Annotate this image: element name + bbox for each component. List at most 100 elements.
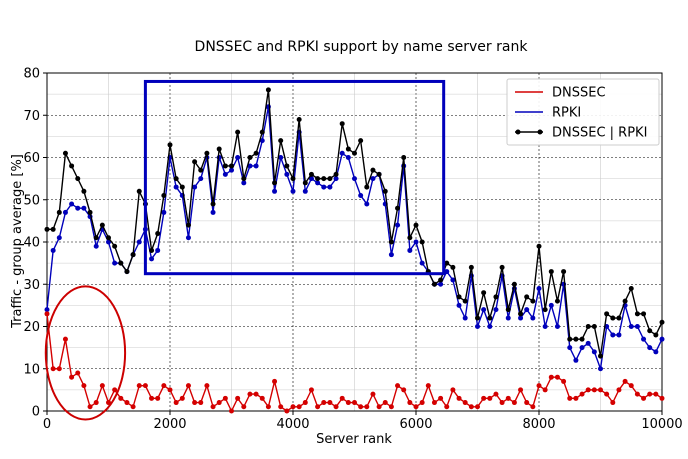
data-point — [530, 404, 536, 410]
data-point — [653, 332, 659, 338]
data-point — [530, 315, 536, 321]
data-point — [290, 404, 296, 410]
data-point — [647, 328, 653, 334]
data-point — [315, 404, 321, 410]
data-point — [56, 366, 62, 372]
data-point — [610, 315, 616, 321]
data-point — [628, 383, 634, 389]
data-point — [235, 129, 241, 135]
data-point — [235, 155, 241, 160]
data-point — [112, 387, 118, 393]
data-point — [542, 324, 548, 329]
data-point — [505, 307, 511, 313]
y-tick-label: 20 — [23, 320, 40, 335]
data-point — [278, 404, 284, 410]
data-point — [358, 138, 364, 144]
legend-box — [506, 78, 660, 146]
data-point — [554, 324, 560, 329]
data-point — [124, 400, 130, 406]
data-point — [136, 383, 142, 389]
legend-label: DNSSEC | RPKI — [552, 126, 647, 141]
data-point — [149, 247, 155, 253]
data-point — [259, 129, 265, 135]
data-point — [222, 395, 228, 401]
data-point — [302, 400, 308, 406]
data-point — [493, 307, 499, 313]
data-point — [475, 315, 480, 321]
data-point — [518, 387, 524, 393]
data-point — [284, 408, 290, 414]
data-point — [278, 138, 284, 144]
data-point — [493, 391, 499, 397]
data-point — [616, 315, 622, 321]
data-point — [481, 395, 487, 401]
data-point — [505, 315, 511, 321]
data-point — [173, 400, 179, 406]
data-point — [622, 298, 628, 304]
x-tick-label: 0 — [43, 417, 51, 432]
data-point — [352, 150, 357, 156]
data-point — [505, 395, 511, 401]
data-point — [161, 209, 167, 215]
data-point — [87, 404, 93, 410]
data-point — [62, 150, 68, 156]
data-point — [216, 146, 222, 152]
data-point — [468, 404, 474, 410]
data-point — [210, 209, 216, 215]
data-point — [112, 260, 118, 266]
data-point — [118, 260, 124, 266]
data-point — [265, 404, 271, 410]
data-point — [185, 235, 191, 241]
data-point — [554, 374, 560, 380]
data-point — [598, 353, 603, 359]
data-point — [370, 176, 376, 182]
data-point — [659, 336, 665, 342]
data-point — [444, 404, 450, 410]
data-point — [192, 184, 198, 190]
data-point — [204, 150, 210, 156]
data-point — [321, 176, 327, 182]
data-point — [241, 404, 247, 410]
data-point — [542, 307, 548, 313]
data-point — [419, 239, 425, 245]
data-point — [130, 252, 136, 258]
data-point — [382, 400, 388, 406]
data-point — [284, 163, 290, 169]
data-point — [235, 395, 241, 401]
data-point — [462, 400, 468, 406]
data-point — [548, 269, 554, 275]
data-point — [50, 366, 56, 372]
data-point — [407, 247, 413, 253]
data-point — [272, 378, 278, 384]
legend-marker — [537, 129, 543, 135]
data-point — [364, 404, 370, 410]
data-point — [419, 400, 425, 406]
data-point — [659, 319, 665, 325]
data-point — [450, 277, 456, 283]
data-point — [149, 395, 155, 401]
y-tick-label: 0 — [32, 405, 40, 420]
y-tick-label: 10 — [23, 362, 40, 377]
data-point — [241, 180, 247, 186]
data-point — [395, 222, 401, 228]
data-point — [272, 180, 278, 186]
data-point — [62, 209, 68, 215]
highlight-rectangle — [143, 79, 446, 276]
data-point — [302, 188, 308, 194]
data-point — [247, 155, 253, 160]
data-point — [179, 184, 185, 190]
data-point — [75, 370, 81, 376]
data-point — [192, 159, 198, 165]
data-point — [216, 400, 222, 406]
data-point — [222, 163, 228, 169]
data-point — [308, 387, 314, 393]
data-point — [333, 404, 339, 410]
data-point — [395, 205, 401, 211]
data-point — [634, 391, 640, 397]
data-point — [327, 176, 333, 182]
data-point — [647, 391, 653, 397]
data-point — [136, 188, 142, 194]
data-point — [628, 324, 634, 329]
data-point — [124, 269, 130, 275]
